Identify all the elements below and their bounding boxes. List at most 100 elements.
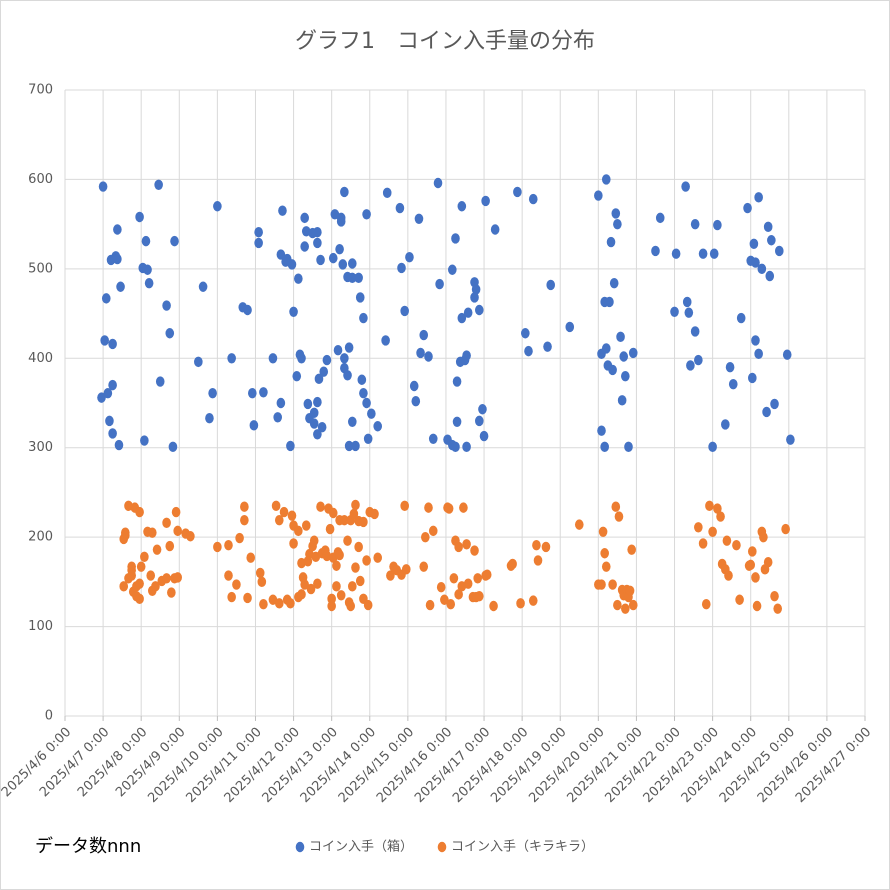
point (273, 412, 282, 423)
point (762, 406, 771, 418)
point (628, 599, 638, 611)
point (240, 514, 249, 526)
point (313, 429, 322, 440)
point (616, 331, 625, 343)
point (609, 277, 619, 289)
point (411, 396, 421, 407)
point (351, 562, 360, 573)
point (294, 273, 303, 284)
point (613, 599, 622, 611)
point (606, 236, 616, 248)
point (363, 599, 373, 611)
point (449, 573, 459, 584)
point (627, 544, 636, 555)
point (335, 243, 344, 255)
point (313, 226, 322, 238)
point (148, 527, 157, 538)
point (462, 539, 471, 550)
point (435, 278, 444, 290)
point (359, 516, 368, 528)
point (698, 248, 708, 259)
point (243, 592, 252, 604)
point (108, 428, 117, 439)
point (357, 374, 367, 385)
point (328, 507, 338, 519)
point (457, 201, 467, 212)
point (162, 517, 171, 529)
point (332, 560, 341, 571)
point (363, 433, 373, 444)
point (574, 519, 584, 530)
point (255, 567, 265, 579)
point (155, 376, 165, 387)
point (713, 503, 722, 514)
point (208, 387, 217, 399)
point (759, 531, 768, 543)
point (671, 248, 681, 259)
point (332, 581, 341, 592)
point (355, 575, 365, 587)
point (343, 370, 352, 381)
note: データ数nnn (35, 836, 141, 857)
point (597, 579, 606, 590)
point (340, 514, 349, 526)
point (186, 531, 195, 542)
point (694, 354, 703, 366)
point (165, 328, 175, 339)
point (343, 535, 352, 546)
point (682, 296, 692, 308)
point (611, 501, 621, 512)
point (474, 304, 484, 316)
point (294, 525, 303, 537)
point (724, 570, 733, 581)
point (524, 345, 533, 357)
point (471, 284, 481, 295)
point (165, 540, 175, 552)
point (276, 397, 286, 409)
point (721, 419, 730, 430)
point (289, 538, 298, 549)
point (463, 307, 473, 318)
chart-title: グラフ1 コイン入手量の分布 (295, 29, 595, 54)
point (362, 397, 371, 409)
point (317, 421, 327, 433)
y-tick-label: 300 (28, 440, 53, 455)
point (621, 603, 630, 614)
point (690, 326, 700, 337)
point (162, 573, 171, 584)
point (316, 254, 325, 266)
point (462, 350, 471, 361)
point (313, 396, 322, 408)
point (316, 501, 325, 512)
point (359, 312, 368, 324)
point (227, 591, 236, 603)
point (462, 441, 471, 453)
point (313, 578, 322, 589)
point (301, 520, 311, 531)
point (373, 552, 382, 563)
point (419, 329, 429, 341)
y-tick-label: 700 (28, 83, 53, 98)
point (274, 598, 284, 609)
point (313, 237, 322, 249)
point (601, 343, 611, 354)
point (705, 500, 714, 512)
point (213, 201, 222, 212)
point (309, 535, 319, 546)
point (351, 440, 360, 452)
point (748, 546, 757, 557)
point (621, 370, 630, 382)
point (135, 506, 144, 518)
point (655, 212, 665, 224)
point (395, 202, 405, 214)
point (528, 193, 538, 205)
point (314, 373, 324, 385)
point (348, 581, 357, 592)
point (448, 264, 457, 275)
point (333, 345, 343, 356)
point (479, 430, 489, 442)
point (327, 593, 336, 605)
point (516, 598, 525, 609)
point (751, 257, 760, 268)
point (763, 556, 773, 568)
